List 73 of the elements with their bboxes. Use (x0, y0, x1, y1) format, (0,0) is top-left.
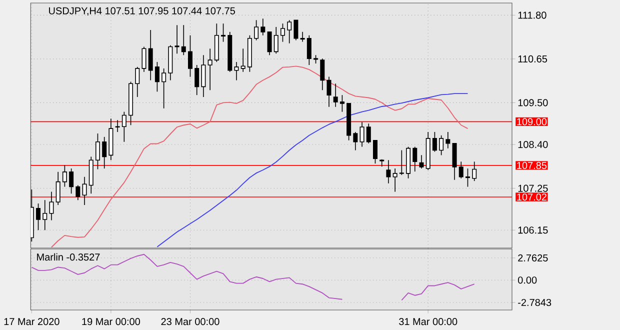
candlestick (446, 132, 450, 149)
x-tick-label: 31 Mar 00:00 (399, 318, 458, 326)
candlestick (154, 62, 160, 92)
candlestick (95, 133, 100, 170)
y-tick-label: 106.15 (518, 226, 548, 234)
candlestick (320, 58, 325, 91)
candlestick (412, 146, 418, 172)
y-tick-label: 111.80 (518, 12, 546, 19)
candlestick (181, 24, 186, 56)
y-tick-label: 0.00 (518, 276, 537, 284)
candlestick (452, 142, 457, 180)
candlestick (122, 111, 126, 142)
candlestick (208, 48, 212, 91)
y-tick-label: 2.7625 (518, 254, 548, 262)
candlestick (472, 161, 477, 182)
candlestick (326, 76, 332, 108)
y-tick-label: 107.25 (518, 184, 548, 192)
candlestick (306, 34, 312, 66)
candlestick (174, 24, 180, 54)
candlestick (42, 200, 48, 231)
x-tick-label: 17 Mar 2020 (4, 318, 60, 326)
candlestick (115, 120, 120, 132)
candlestick (432, 132, 437, 152)
chart-title: Marlin -0.3527 (37, 253, 100, 261)
candlestick (267, 32, 272, 56)
candlestick (360, 122, 364, 148)
y-tick-label: 108.40 (518, 140, 548, 148)
candlestick (294, 20, 298, 41)
candlestick (142, 46, 146, 72)
candlestick (333, 83, 338, 108)
candlestick (82, 176, 87, 206)
y-tick-label: 110.65 (518, 55, 548, 62)
candlestick (287, 20, 292, 44)
candlestick (188, 34, 192, 78)
candlestick (76, 184, 80, 200)
candlestick (56, 172, 60, 206)
candlestick (201, 54, 206, 98)
candlestick (234, 62, 239, 81)
x-tick-label: 23 Mar 00:00 (161, 318, 220, 326)
y-tick-label: -2.7843 (518, 298, 552, 306)
candlestick (465, 168, 470, 188)
candlestick (102, 136, 107, 169)
x-tick-label: 19 Mar 00:00 (82, 318, 140, 326)
chart-title: USDJPY,H4 107.51 107.95 107.44 107.75 (49, 7, 236, 16)
ref-line-label: 107.02 (517, 193, 546, 201)
candlestick (366, 123, 371, 144)
candlestick (254, 20, 259, 41)
candlestick (280, 23, 285, 42)
candlestick (260, 18, 266, 36)
candlestick (69, 168, 74, 194)
candlestick (399, 150, 404, 176)
ref-line-label: 107.85 (517, 162, 547, 169)
candlestick (221, 23, 226, 42)
candlestick (148, 30, 153, 81)
candlestick (274, 26, 278, 54)
candlestick (135, 66, 140, 98)
candlestick (36, 203, 41, 231)
ref-line-label: 109.00 (517, 118, 547, 126)
candlestick (386, 160, 391, 184)
candlestick (353, 132, 358, 151)
candlestick (419, 154, 424, 169)
candlestick (194, 64, 200, 96)
candlestick (300, 32, 305, 42)
candlestick (439, 134, 444, 156)
candlestick (49, 191, 54, 221)
y-tick-label: 109.50 (518, 99, 548, 106)
candlestick (458, 161, 464, 179)
candlestick (62, 164, 67, 188)
candlestick (392, 168, 398, 192)
candlestick (340, 94, 344, 112)
candlestick (372, 140, 378, 164)
candlestick (240, 48, 246, 72)
candlestick (162, 68, 166, 109)
